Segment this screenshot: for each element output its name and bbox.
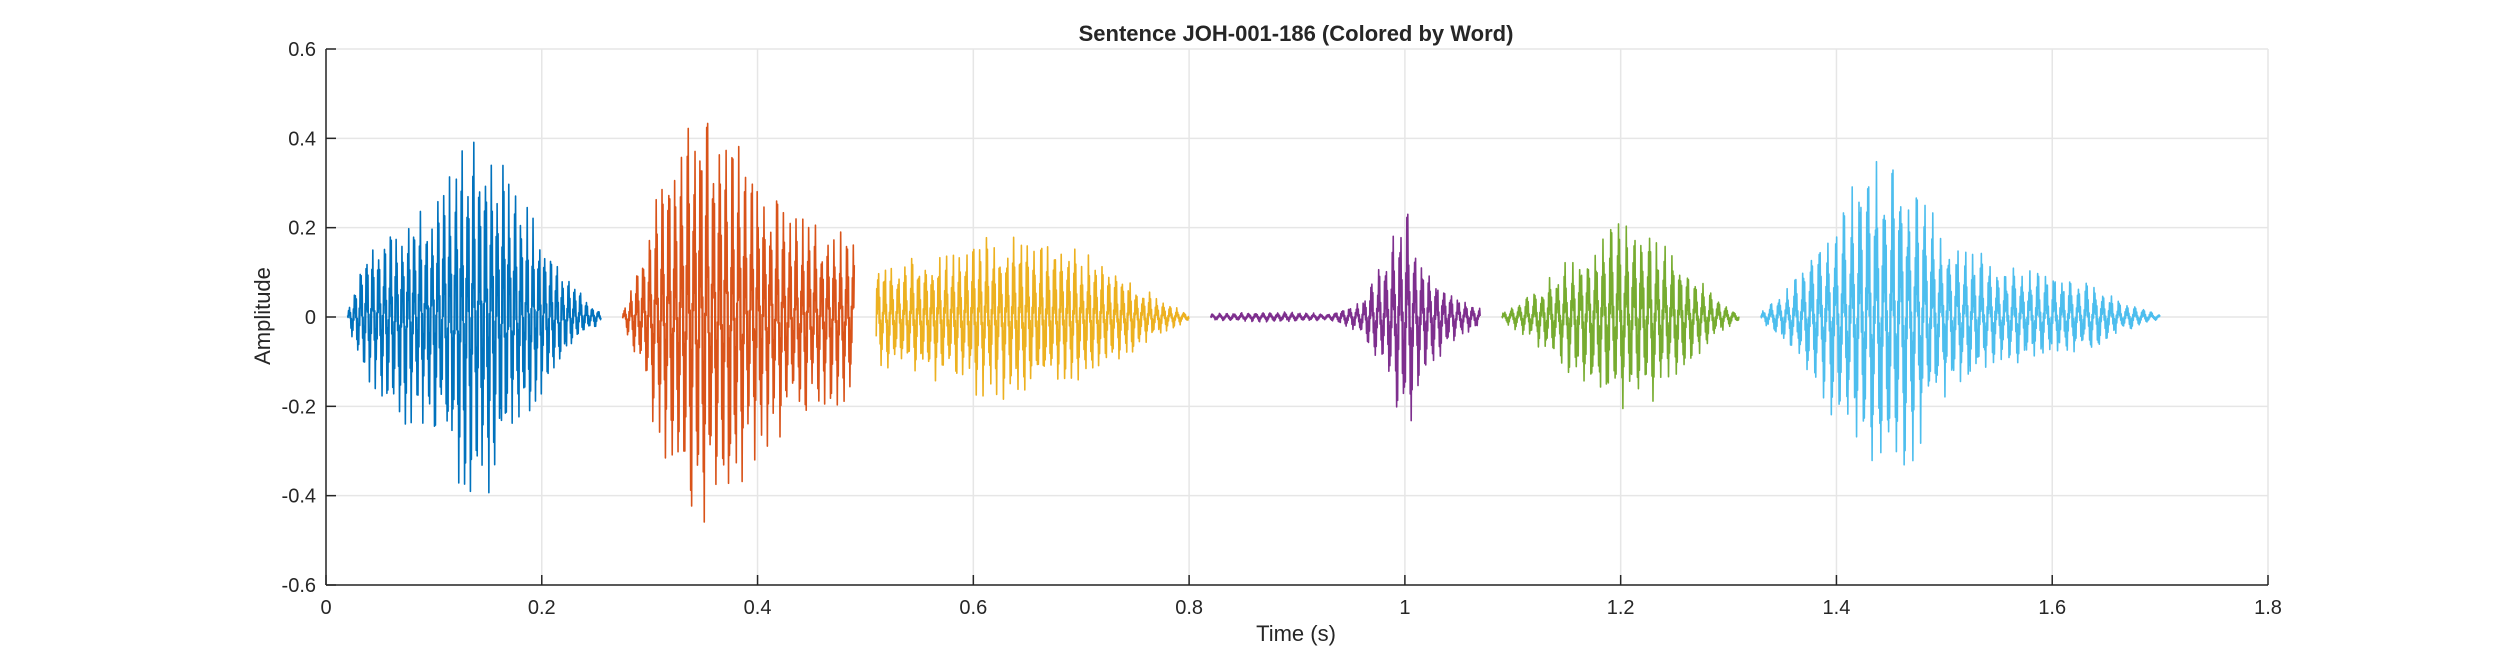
x-tick-label: 1.6 bbox=[2038, 597, 2066, 619]
word-waveform-5 bbox=[1501, 223, 1740, 410]
y-tick-label: -0.4 bbox=[282, 486, 316, 508]
y-tick-label: -0.2 bbox=[282, 396, 316, 418]
x-axis-label: Time (s) bbox=[1256, 621, 1336, 646]
word-waveform-1 bbox=[346, 141, 602, 494]
x-tick-label: 0 bbox=[320, 597, 331, 619]
word-waveform-3 bbox=[875, 236, 1190, 400]
x-tick-label: 1.8 bbox=[2254, 597, 2282, 619]
x-tick-label: 0.8 bbox=[1175, 597, 1203, 619]
x-tick-label: 0.2 bbox=[528, 597, 556, 619]
axes bbox=[325, 48, 2269, 586]
x-tick-label: 0.4 bbox=[744, 597, 772, 619]
x-tick-label: 0.6 bbox=[959, 597, 987, 619]
y-tick-label: 0 bbox=[305, 307, 316, 329]
word-waveforms bbox=[346, 122, 2161, 523]
y-tick-label: 0.4 bbox=[288, 128, 316, 150]
word-waveform-2 bbox=[621, 122, 856, 523]
y-axis-label: Amplitude bbox=[250, 267, 275, 365]
x-tick-label: 1 bbox=[1399, 597, 1410, 619]
x-tick-label: 1.2 bbox=[1607, 597, 1635, 619]
y-tick-label: 0.6 bbox=[288, 39, 316, 61]
x-tick-label: 1.4 bbox=[1823, 597, 1851, 619]
word-waveform-6 bbox=[1760, 160, 2161, 466]
chart-title: Sentence JOH-001-186 (Colored by Word) bbox=[1079, 21, 1514, 46]
y-tick-label: 0.2 bbox=[288, 218, 316, 240]
tick-labels: 0 0.2 0.4 0.6 0.8 1 1.2 1.4 1.6 1.8 -0.6 -0.4 -0.2 0 0… bbox=[282, 39, 2282, 619]
y-tick-label: -0.6 bbox=[282, 575, 316, 597]
word-waveform-4 bbox=[1209, 213, 1481, 422]
